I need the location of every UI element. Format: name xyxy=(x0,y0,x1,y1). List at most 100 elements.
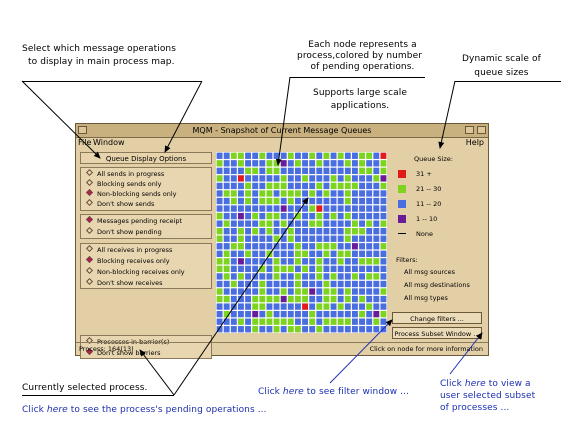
process-node[interactable] xyxy=(230,152,237,159)
process-node[interactable] xyxy=(245,243,252,250)
process-node[interactable] xyxy=(245,175,252,182)
process-node[interactable] xyxy=(287,220,294,227)
process-node[interactable] xyxy=(280,175,287,182)
process-node[interactable] xyxy=(252,310,259,318)
process-node[interactable] xyxy=(351,310,358,318)
process-node[interactable] xyxy=(337,212,344,220)
process-node[interactable] xyxy=(230,243,237,250)
process-node[interactable] xyxy=(302,235,309,242)
process-node[interactable] xyxy=(344,197,351,205)
process-node[interactable] xyxy=(380,205,387,212)
process-node[interactable] xyxy=(330,197,337,205)
process-node[interactable] xyxy=(266,280,273,288)
process-node[interactable] xyxy=(344,295,351,303)
process-node[interactable] xyxy=(280,303,287,310)
process-node[interactable] xyxy=(344,167,351,175)
process-node[interactable] xyxy=(359,250,366,257)
process-node[interactable] xyxy=(266,273,273,280)
process-node[interactable] xyxy=(337,197,344,205)
process-node[interactable] xyxy=(359,182,366,190)
process-node[interactable] xyxy=(259,310,266,318)
process-node[interactable] xyxy=(309,160,316,167)
process-node[interactable] xyxy=(294,160,301,167)
process-node[interactable] xyxy=(330,326,337,333)
process-node[interactable] xyxy=(337,280,344,288)
process-node[interactable] xyxy=(266,303,273,310)
process-node[interactable] xyxy=(287,212,294,220)
process-node[interactable] xyxy=(380,258,387,265)
process-node[interactable] xyxy=(259,152,266,159)
process-node[interactable] xyxy=(323,175,330,182)
process-node[interactable] xyxy=(337,205,344,212)
radio-icon[interactable] xyxy=(85,277,94,286)
process-node[interactable] xyxy=(237,167,244,175)
process-node[interactable] xyxy=(280,152,287,159)
process-node[interactable] xyxy=(223,243,230,250)
process-node[interactable] xyxy=(294,288,301,295)
menu-window[interactable]: Window xyxy=(93,138,125,147)
process-node[interactable] xyxy=(273,243,280,250)
process-node[interactable] xyxy=(380,318,387,325)
process-node[interactable] xyxy=(266,243,273,250)
maximize-button[interactable] xyxy=(477,126,486,134)
process-node[interactable] xyxy=(230,182,237,190)
process-node[interactable] xyxy=(259,220,266,227)
process-node[interactable] xyxy=(351,303,358,310)
process-node[interactable] xyxy=(373,295,380,303)
process-node[interactable] xyxy=(380,310,387,318)
process-node[interactable] xyxy=(294,273,301,280)
process-node[interactable] xyxy=(287,273,294,280)
process-node[interactable] xyxy=(366,175,373,182)
here-link[interactable]: here xyxy=(464,379,486,389)
process-node[interactable] xyxy=(216,212,223,220)
process-node[interactable] xyxy=(216,235,223,242)
process-node[interactable] xyxy=(302,167,309,175)
process-node[interactable] xyxy=(351,160,358,167)
process-node[interactable] xyxy=(359,288,366,295)
process-node[interactable] xyxy=(237,295,244,303)
process-node[interactable] xyxy=(344,326,351,333)
process-node[interactable] xyxy=(223,235,230,242)
process-node[interactable] xyxy=(302,175,309,182)
process-node[interactable] xyxy=(330,175,337,182)
process-node[interactable] xyxy=(252,243,259,250)
process-node[interactable] xyxy=(380,243,387,250)
process-node[interactable] xyxy=(294,228,301,235)
process-node[interactable] xyxy=(373,273,380,280)
process-node[interactable] xyxy=(366,273,373,280)
process-node[interactable] xyxy=(287,303,294,310)
radio-icon[interactable] xyxy=(85,198,94,207)
process-node[interactable] xyxy=(216,318,223,325)
process-node[interactable] xyxy=(266,182,273,190)
process-node[interactable] xyxy=(309,326,316,333)
process-node[interactable] xyxy=(273,228,280,235)
process-node[interactable] xyxy=(359,190,366,197)
process-node[interactable] xyxy=(373,258,380,265)
process-node[interactable] xyxy=(294,190,301,197)
option-all-sends[interactable]: All sends in progress xyxy=(84,168,164,179)
process-node[interactable] xyxy=(273,295,280,303)
process-node[interactable] xyxy=(280,167,287,175)
process-node[interactable] xyxy=(373,288,380,295)
process-node[interactable] xyxy=(337,228,344,235)
process-node[interactable] xyxy=(230,303,237,310)
process-node[interactable] xyxy=(266,190,273,197)
process-node[interactable] xyxy=(237,175,244,182)
process-node[interactable] xyxy=(330,288,337,295)
process-node[interactable] xyxy=(316,235,323,242)
process-node[interactable] xyxy=(294,212,301,220)
process-node[interactable] xyxy=(259,205,266,212)
process-node[interactable] xyxy=(294,197,301,205)
process-node[interactable] xyxy=(330,243,337,250)
process-node[interactable] xyxy=(259,175,266,182)
process-node[interactable] xyxy=(302,303,309,310)
process-node[interactable] xyxy=(351,175,358,182)
process-node[interactable] xyxy=(287,235,294,242)
process-node[interactable] xyxy=(309,288,316,295)
process-node[interactable] xyxy=(359,265,366,273)
process-node[interactable] xyxy=(323,243,330,250)
process-node[interactable] xyxy=(259,280,266,288)
process-node[interactable] xyxy=(287,280,294,288)
process-node[interactable] xyxy=(330,258,337,265)
process-node[interactable] xyxy=(223,273,230,280)
